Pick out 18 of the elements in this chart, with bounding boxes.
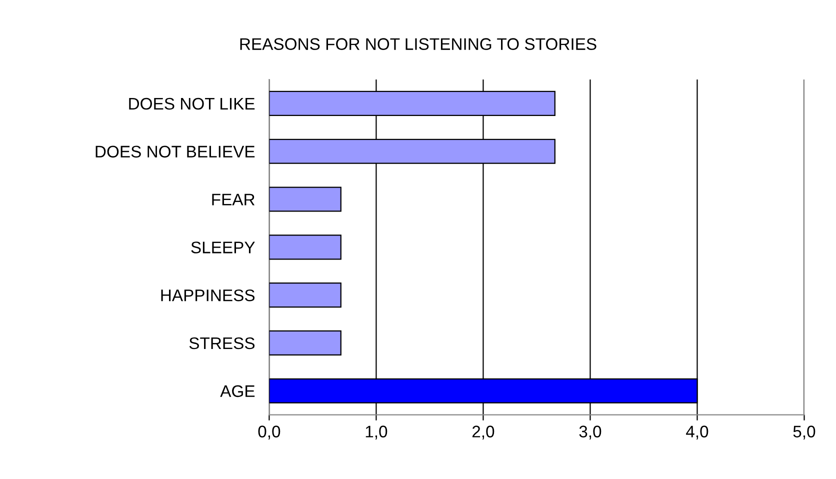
bar bbox=[269, 186, 342, 212]
x-tick-label: 2,0 bbox=[472, 426, 494, 440]
y-tick-label: STRESS bbox=[189, 337, 255, 350]
y-tick-label: DOES NOT LIKE bbox=[129, 98, 255, 110]
y-tick-label: FEAR bbox=[212, 194, 255, 206]
y-tick-label: SLEEPY bbox=[191, 242, 255, 254]
bar bbox=[269, 330, 342, 356]
x-tick-label: 5,0 bbox=[793, 426, 816, 440]
chart-title: REASONS FOR NOT LISTENING TO STORIES bbox=[240, 38, 596, 50]
x-tick-label: 0,0 bbox=[258, 426, 280, 440]
y-tick-label: DOES NOT BELIEVE bbox=[96, 146, 255, 158]
x-tick-label: 3,0 bbox=[579, 426, 602, 440]
bar bbox=[269, 234, 342, 260]
y-tick-label: HAPPINESS bbox=[161, 289, 255, 302]
x-tick-label: 1,0 bbox=[366, 426, 388, 440]
y-tick-label: AGE bbox=[220, 385, 255, 398]
x-tick-label: 4,0 bbox=[686, 426, 708, 440]
bar bbox=[269, 282, 342, 308]
